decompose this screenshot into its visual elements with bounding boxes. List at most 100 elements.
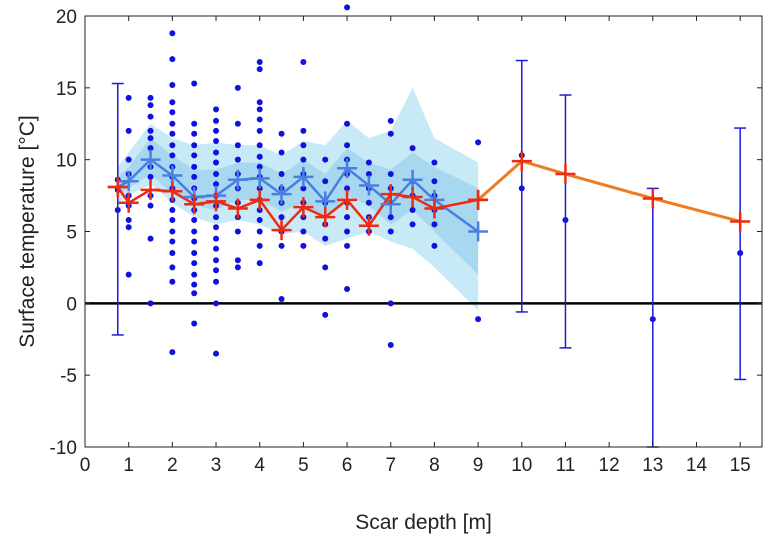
orange-line <box>477 159 741 223</box>
data-point <box>169 30 176 37</box>
data-point <box>169 56 176 63</box>
data-point <box>365 199 372 206</box>
data-point <box>213 106 220 113</box>
x-tick-label: 6 <box>342 455 353 476</box>
blue-marker <box>249 168 270 189</box>
data-point <box>300 228 307 235</box>
blue-marker <box>271 184 292 205</box>
data-point <box>169 120 176 127</box>
x-tick-label: 5 <box>298 455 309 476</box>
data-point <box>191 130 198 137</box>
data-point <box>234 257 241 264</box>
x-tick-label: 14 <box>686 455 708 476</box>
y-tick-label: -10 <box>50 438 77 459</box>
data-point <box>278 149 285 156</box>
data-point <box>278 214 285 221</box>
data-point <box>300 156 307 163</box>
data-point <box>125 94 132 101</box>
data-point <box>147 94 154 101</box>
red-marker <box>402 187 423 208</box>
series-markers <box>107 149 751 242</box>
red-marker <box>118 192 139 213</box>
x-tick-label: 1 <box>123 455 134 476</box>
data-point <box>300 127 307 134</box>
data-point <box>191 250 198 257</box>
data-point <box>169 238 176 245</box>
y-tick-label: 10 <box>56 151 77 172</box>
data-point <box>191 173 198 180</box>
data-point <box>431 159 438 166</box>
data-point <box>365 171 372 178</box>
data-point <box>169 217 176 224</box>
data-point <box>256 127 263 134</box>
x-tick-label: 8 <box>429 455 440 476</box>
x-tick-label: 12 <box>599 455 620 476</box>
data-point <box>191 271 198 278</box>
data-point <box>322 235 329 242</box>
data-point <box>213 300 220 307</box>
data-point <box>213 257 220 264</box>
blue-marker <box>337 158 358 179</box>
data-point <box>191 228 198 235</box>
data-point <box>213 235 220 242</box>
data-point <box>300 58 307 65</box>
data-point <box>169 130 176 137</box>
data-point <box>278 296 285 303</box>
blue-marker <box>140 149 161 170</box>
data-point <box>256 153 263 160</box>
data-point <box>322 311 329 318</box>
data-point <box>191 152 198 159</box>
data-point <box>431 178 438 185</box>
data-point <box>125 156 132 163</box>
data-point <box>213 149 220 156</box>
data-point <box>213 137 220 144</box>
data-point <box>234 120 241 127</box>
x-axis-label: Scar depth [m] <box>355 511 492 534</box>
y-tick-label: 15 <box>56 79 77 100</box>
data-point <box>147 300 154 307</box>
red-marker <box>107 176 128 197</box>
data-point <box>191 80 198 87</box>
data-point <box>213 224 220 231</box>
data-point <box>191 320 198 327</box>
orange-marker <box>730 211 751 232</box>
data-point <box>169 250 176 257</box>
data-point <box>169 228 176 235</box>
data-point <box>191 281 198 288</box>
data-point <box>322 156 329 163</box>
y-tick-label: -5 <box>60 366 77 387</box>
data-point <box>213 159 220 166</box>
data-point <box>213 214 220 221</box>
data-point <box>300 142 307 149</box>
data-point <box>256 260 263 267</box>
data-point <box>387 341 394 348</box>
data-point <box>344 142 351 149</box>
x-tick-label: 0 <box>80 455 91 476</box>
x-tick-label: 11 <box>556 455 576 476</box>
red-marker <box>337 189 358 210</box>
data-point <box>147 127 154 134</box>
data-point <box>191 142 198 149</box>
data-point <box>322 178 329 185</box>
red-marker <box>271 220 292 241</box>
data-point <box>256 228 263 235</box>
data-point <box>431 221 438 228</box>
data-point <box>256 185 263 192</box>
red-marker <box>358 215 379 236</box>
y-tick-label: 5 <box>66 223 77 244</box>
data-point <box>147 102 154 109</box>
x-tick-label: 10 <box>511 455 532 476</box>
data-point <box>147 145 154 152</box>
data-point <box>256 206 263 213</box>
blue-marker <box>118 171 139 192</box>
data-point <box>475 316 482 323</box>
red-marker <box>424 198 445 219</box>
data-point <box>169 278 176 285</box>
blue-marker <box>227 169 248 190</box>
data-point <box>387 300 394 307</box>
data-point <box>256 217 263 224</box>
data-point <box>387 214 394 221</box>
data-point <box>300 185 307 192</box>
data-point <box>213 127 220 134</box>
